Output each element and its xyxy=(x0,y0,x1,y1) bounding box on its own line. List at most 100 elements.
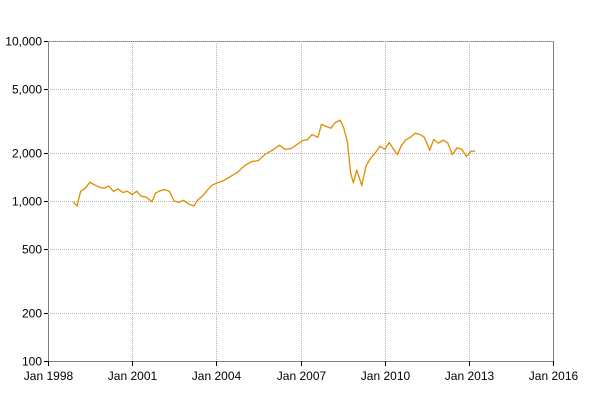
data-point xyxy=(201,195,203,197)
data-point xyxy=(370,157,372,159)
data-point xyxy=(400,145,402,147)
data-point xyxy=(461,148,463,150)
data-point xyxy=(365,165,367,167)
data-point xyxy=(433,139,435,141)
data-point xyxy=(473,150,476,152)
x-tick-label: Jan 2010 xyxy=(361,369,411,383)
data-point xyxy=(84,187,86,189)
data-point xyxy=(94,184,96,186)
x-tick-label: Jan 2004 xyxy=(192,369,242,383)
data-point xyxy=(330,127,332,129)
data-point xyxy=(350,172,352,174)
x-tick-label: Jan 2013 xyxy=(445,369,495,383)
data-point xyxy=(183,199,185,201)
series-line xyxy=(73,119,475,207)
data-point xyxy=(405,139,407,141)
data-point xyxy=(215,182,217,184)
data-point xyxy=(388,141,390,144)
data-point xyxy=(103,187,105,189)
data-point xyxy=(187,203,189,205)
data-point xyxy=(423,136,425,138)
data-point xyxy=(193,205,195,207)
data-point xyxy=(145,196,147,198)
x-tick-label: Jan 1998 xyxy=(24,369,74,383)
x-tick-label: Jan 2007 xyxy=(277,369,327,383)
data-point xyxy=(306,139,308,141)
data-point xyxy=(151,201,153,203)
data-point xyxy=(168,190,170,192)
y-tick-label: 10,000 xyxy=(5,35,42,49)
data-point xyxy=(236,171,238,173)
data-point xyxy=(206,190,208,192)
data-point xyxy=(414,132,416,134)
y-tick-label: 500 xyxy=(22,243,42,257)
data-point xyxy=(73,201,75,203)
data-point xyxy=(325,125,327,128)
x-tick-label: Jan 2016 xyxy=(529,369,579,383)
data-point xyxy=(339,119,341,121)
data-point xyxy=(257,159,259,162)
data-point xyxy=(196,199,199,201)
data-point xyxy=(122,191,124,194)
data-point xyxy=(164,188,166,191)
data-point xyxy=(154,192,157,194)
data-point xyxy=(456,147,458,149)
data-point xyxy=(108,185,110,187)
data-point xyxy=(250,161,252,163)
y-tick-label: 200 xyxy=(22,307,42,321)
data-point xyxy=(379,145,381,147)
data-point xyxy=(178,201,180,203)
data-point xyxy=(290,147,292,150)
data-point xyxy=(222,180,224,182)
data-point xyxy=(159,190,161,192)
data-point xyxy=(447,142,449,144)
gridlines xyxy=(48,41,553,361)
y-tick-label: 2,000 xyxy=(12,147,42,161)
x-tick-label: Jan 2001 xyxy=(108,369,158,383)
data-point xyxy=(317,136,319,138)
data-point xyxy=(98,186,100,188)
data-point xyxy=(76,205,78,207)
data-point xyxy=(361,184,363,187)
data-point xyxy=(80,190,82,192)
y-tick-label: 100 xyxy=(22,355,42,369)
data-point xyxy=(465,155,468,157)
data-point xyxy=(437,142,439,144)
data-point xyxy=(320,123,323,125)
x-axis: Jan 1998 Jan 2001 Jan 2004 Jan 2007 Jan 2010… xyxy=(24,361,579,383)
data-point xyxy=(451,154,453,156)
data-point xyxy=(140,195,142,197)
data-point xyxy=(284,148,286,150)
data-point xyxy=(126,190,129,192)
data-point xyxy=(384,148,386,150)
data-point xyxy=(334,121,337,123)
data-point xyxy=(429,149,431,151)
data-point xyxy=(419,133,421,135)
data-point xyxy=(131,193,133,195)
data-point xyxy=(374,152,376,154)
data-point xyxy=(343,126,345,129)
data-point xyxy=(396,154,398,156)
data-point xyxy=(346,141,348,143)
data-point xyxy=(117,188,119,190)
data-point xyxy=(89,181,91,183)
data-point xyxy=(352,182,354,184)
data-point xyxy=(229,176,231,178)
data-point xyxy=(393,149,395,151)
y-tick-label: 1,000 xyxy=(12,195,42,209)
data-point xyxy=(136,190,138,192)
data-point xyxy=(470,150,472,152)
data-point xyxy=(112,190,114,192)
y-tick-label: 5,000 xyxy=(12,83,42,97)
data-point xyxy=(297,143,299,145)
data-point xyxy=(278,144,280,146)
data-point xyxy=(311,134,313,136)
data-point xyxy=(243,165,245,167)
data-point xyxy=(264,153,266,155)
data-point xyxy=(211,184,213,187)
data-point xyxy=(442,139,444,141)
series-group xyxy=(73,119,476,207)
data-point xyxy=(271,149,274,151)
data-point xyxy=(173,200,175,202)
